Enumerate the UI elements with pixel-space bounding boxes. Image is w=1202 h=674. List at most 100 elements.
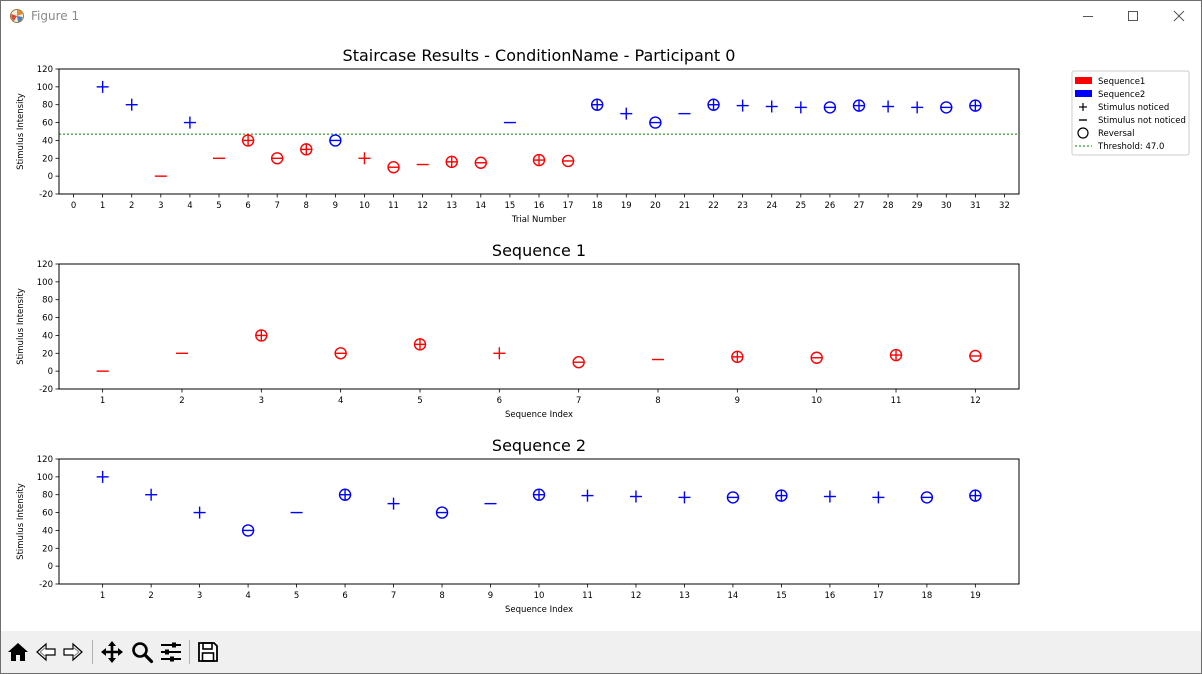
x-tick-label: 14 <box>728 591 739 601</box>
data-point <box>193 506 206 519</box>
data-point <box>765 100 778 113</box>
legend-entry: Sequence1 <box>1075 77 1145 87</box>
data-point <box>329 134 342 147</box>
axes-frame <box>58 263 1020 390</box>
data-point <box>852 99 866 112</box>
x-tick-label: 16 <box>534 201 545 211</box>
data-point <box>810 351 823 364</box>
x-tick-label: 6 <box>497 396 502 406</box>
y-axis-label: Stimulus Intensity <box>16 288 26 365</box>
data-point <box>590 98 604 111</box>
x-tick-label: 24 <box>766 201 777 211</box>
x-tick-label: 4 <box>187 201 192 211</box>
y-tick-label: 0 <box>48 367 53 377</box>
x-tick-label: 6 <box>245 201 250 211</box>
data-point <box>911 101 924 114</box>
x-tick-label: 4 <box>245 591 250 601</box>
reversal-marker <box>590 98 604 111</box>
back-button[interactable] <box>33 639 59 665</box>
y-tick-label: 120 <box>37 65 53 75</box>
data-point <box>435 506 449 519</box>
x-tick-label: 25 <box>795 201 806 211</box>
legend-label: Reversal <box>1098 129 1135 139</box>
x-axis-label: Sequence Index <box>505 605 573 615</box>
data-point <box>241 134 255 147</box>
legend-entry: Reversal <box>1077 127 1135 139</box>
legend-entry: Stimulus noticed <box>1079 103 1169 113</box>
data-point <box>493 347 506 360</box>
y-tick-label: 20 <box>42 154 53 164</box>
reversal-marker <box>969 99 982 112</box>
data-point <box>270 152 284 165</box>
data-point <box>872 491 885 504</box>
reversal-marker <box>731 350 744 364</box>
axes-frame <box>58 458 1020 585</box>
data-point <box>969 349 982 363</box>
reversal-marker <box>300 143 313 156</box>
data-point <box>561 154 575 168</box>
data-point <box>969 489 982 502</box>
chart-title: Sequence 1 <box>492 241 586 260</box>
x-tick-label: 1 <box>100 591 105 601</box>
reversal-marker <box>920 491 934 504</box>
data-point <box>794 101 807 114</box>
legend-circle <box>1077 127 1089 139</box>
data-point <box>572 356 585 369</box>
data-point <box>183 116 196 129</box>
data-point <box>969 99 982 112</box>
minimize-icon <box>1083 16 1093 17</box>
x-tick-label: 18 <box>592 201 603 211</box>
magnifier-icon <box>132 642 154 664</box>
x-tick-label: 27 <box>854 201 865 211</box>
x-tick-label: 28 <box>883 201 894 211</box>
reversal-marker <box>649 116 662 129</box>
axes-frame <box>58 68 1020 195</box>
x-tick-label: 11 <box>582 591 593 601</box>
save-icon <box>198 642 218 662</box>
x-tick-label: 7 <box>274 201 279 211</box>
back-arrow-icon <box>36 642 56 662</box>
zoom-button[interactable] <box>129 639 155 665</box>
save-button[interactable] <box>195 639 221 665</box>
close-button[interactable] <box>1156 1 1202 31</box>
y-tick-label: 40 <box>42 526 53 536</box>
reversal-marker <box>334 347 347 360</box>
maximize-button[interactable] <box>1110 1 1156 31</box>
x-tick-label: 8 <box>655 396 660 406</box>
data-point <box>736 99 749 112</box>
x-tick-label: 32 <box>999 201 1010 211</box>
pan-button[interactable] <box>99 639 125 665</box>
x-axis-label: Trial Number <box>511 215 567 225</box>
configure-subplots-button[interactable] <box>158 639 184 665</box>
legend-entry: Threshold: 47.0 <box>1075 142 1164 152</box>
x-tick-label: 30 <box>941 201 952 211</box>
forward-button[interactable] <box>60 639 86 665</box>
data-point <box>581 489 594 502</box>
x-tick-label: 2 <box>129 201 134 211</box>
reversal-marker <box>889 348 903 362</box>
data-point <box>96 470 109 483</box>
minimize-button[interactable] <box>1065 1 1111 31</box>
x-tick-label: 5 <box>417 396 422 406</box>
x-tick-label: 5 <box>294 591 299 601</box>
reversal-marker <box>561 154 575 168</box>
data-point <box>726 491 740 504</box>
data-point <box>334 347 347 360</box>
data-point <box>358 152 371 165</box>
x-tick-label: 12 <box>631 591 642 601</box>
y-tick-label: 40 <box>42 136 53 146</box>
y-tick-label: 100 <box>37 278 53 288</box>
home-button[interactable] <box>5 639 31 665</box>
reversal-marker <box>338 488 352 501</box>
x-tick-label: 11 <box>388 201 399 211</box>
figure-canvas[interactable]: Staircase Results - ConditionName - Part… <box>1 31 1201 631</box>
x-tick-label: 7 <box>576 396 581 406</box>
matplotlib-logo-icon <box>9 8 25 24</box>
title-bar: Figure 1 <box>1 1 1201 31</box>
y-tick-label: 40 <box>42 331 53 341</box>
data-point <box>889 348 903 362</box>
x-tick-label: 21 <box>679 201 690 211</box>
y-tick-label: 60 <box>42 509 53 519</box>
